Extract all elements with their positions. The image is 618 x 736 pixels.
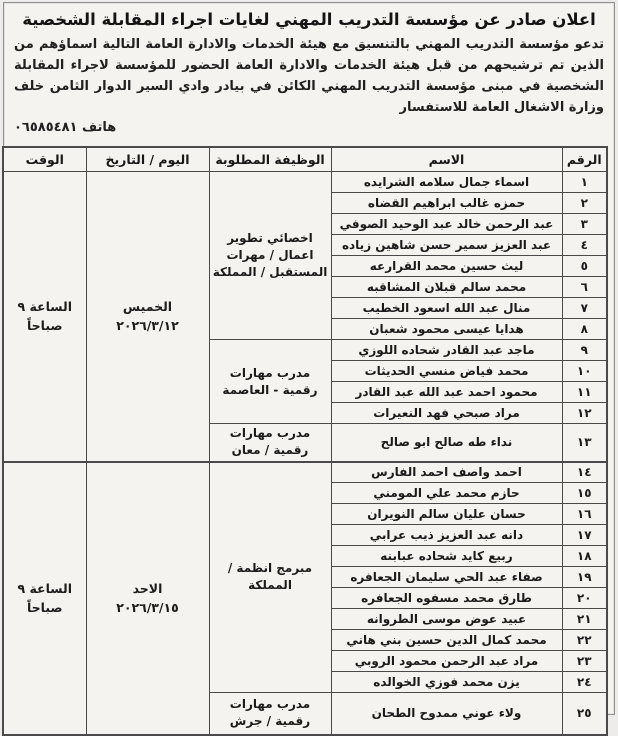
session2-date-cell: الاحد ٢٠٢٦/٣/١٥ xyxy=(85,460,210,735)
candidate-name: صفاء عبد الحي سليمان الجعافره xyxy=(330,566,563,588)
job-cell-digital-skills-jerash: مدرب مهارات رقمية / جرش xyxy=(208,692,332,735)
candidate-name: عبد الرحمن خالد عبد الوحيد الصوفي xyxy=(330,213,563,235)
candidate-name: محمد سالم قبلان المشاقبه xyxy=(330,276,563,298)
candidate-name: اسماء جمال سلامه الشرايده xyxy=(330,171,563,193)
row-number: ١ xyxy=(561,171,608,193)
row-number: ١٧ xyxy=(561,524,608,546)
row-number: ٢١ xyxy=(561,608,608,630)
candidate-name: محمود احمد عبد الله عبد القادر xyxy=(330,381,563,403)
job-cell-business-development: اخصائي تطوير اعمال / مهرات المستقبل / ال… xyxy=(208,171,332,340)
table-row: ١٩ صفاء عبد الحي سليمان الجعافره xyxy=(3,566,608,588)
candidate-name: ماجد عبد القادر شحاده اللوزي xyxy=(330,339,563,361)
table-row: ١ اسماء جمال سلامه الشرايده اخصائي تطوير… xyxy=(2,171,608,462)
candidate-name: عبيد عوض موسى الطروانه xyxy=(330,608,563,630)
announcement-body-text: تدعو مؤسسة التدريب المهني بالتنسيق مع هي… xyxy=(14,37,604,115)
col-header-time: الوقت xyxy=(2,146,87,172)
candidate-name: دانه عبد العزيز ذيب عرابي xyxy=(330,524,563,546)
table-row: ١٥ حازم محمد علي المومني xyxy=(3,482,608,504)
row-number: ١٥ xyxy=(561,482,608,504)
table-row: ٦ محمد سالم قبلان المشاقبه xyxy=(3,276,608,298)
table-row: ٣ عبد الرحمن خالد عبد الوحيد الصوفي xyxy=(3,213,608,235)
candidate-name: ولاء عوني ممدوح الطحان xyxy=(330,692,563,735)
row-number: ٩ xyxy=(561,339,608,361)
table-row: ٥ ليث حسين محمد القرارعه xyxy=(3,255,608,277)
session1-date-cell: الخميس ٢٠٢٦/٣/١٢ xyxy=(85,171,210,462)
job-cell-digital-skills-maan: مدرب مهارات رقمية / معان xyxy=(208,423,332,462)
row-number: ١٣ xyxy=(561,423,608,462)
session2-day: الاحد xyxy=(132,581,163,596)
row-number: ٨ xyxy=(561,318,608,340)
session1-day: الخميس xyxy=(122,299,173,315)
row-number: ٤ xyxy=(561,234,608,256)
candidate-name: منال عبد الله اسعود الخطيب xyxy=(330,297,563,319)
row-number: ١١ xyxy=(561,381,608,403)
candidate-name: ليث حسين محمد القرارعه xyxy=(330,255,563,277)
row-number: ١٩ xyxy=(561,566,608,588)
row-number: ٢ xyxy=(561,192,608,214)
table-row: ١٣ نداء طه صالح ابو صالح مدرب مهارات رقم… xyxy=(3,423,608,462)
row-number: ٥ xyxy=(561,255,608,277)
row-number: ١٦ xyxy=(561,503,608,525)
table-row: ٧ منال عبد الله اسعود الخطيب xyxy=(3,297,608,319)
col-header-date: اليوم / التاريخ xyxy=(85,146,210,172)
candidate-name: حمزه غالب ابراهيم القضاه xyxy=(330,192,563,214)
session1-time-cell: الساعة ٩ صباحاً xyxy=(2,171,87,462)
table-row: ١١ محمود احمد عبد الله عبد القادر xyxy=(3,381,608,403)
phone-number-line: هاتف ٠٦٥٨٥٤٨١ xyxy=(14,120,117,135)
table-row: ٢١ عبيد عوض موسى الطروانه xyxy=(3,608,608,630)
row-number: ٣ xyxy=(561,213,608,235)
col-header-job: الوظيفة المطلوبة xyxy=(208,146,332,172)
row-number: ١٢ xyxy=(561,402,608,424)
candidate-name: محمد كمال الدين حسين بني هاني xyxy=(330,629,563,651)
row-number: ٢٣ xyxy=(561,650,608,672)
row-number: ٧ xyxy=(561,297,608,319)
table-row: ١٦ حسان عليان سالم النويران xyxy=(3,503,608,525)
job-cell-systems-programmer: مبرمج انظمة / المملكة xyxy=(208,460,332,693)
table-row: ١٤ احمد واصف احمد الفارس مبرمج انظمة / ا… xyxy=(2,460,608,735)
row-number: ٢٠ xyxy=(561,587,608,609)
candidate-name: حازم محمد علي المومني xyxy=(330,482,563,504)
table-row: ٢٤ يزن محمد فوزي الخوالده xyxy=(3,671,608,693)
interview-schedule-table: الرقم الاسم الوظيفة المطلوبة اليوم / الت… xyxy=(2,146,608,736)
candidate-name: مراد صبحي فهد النعيرات xyxy=(330,402,563,424)
candidate-name: محمد فياض منسي الحديثات xyxy=(330,360,563,382)
col-header-name: الاسم xyxy=(330,146,563,172)
candidate-name: يزن محمد فوزي الخوالده xyxy=(330,671,563,693)
row-number: ٢٥ xyxy=(561,692,608,735)
candidate-name: حسان عليان سالم النويران xyxy=(330,503,563,525)
session1-date: ٢٠٢٦/٣/١٢ xyxy=(116,318,179,334)
row-number: ٦ xyxy=(561,276,608,298)
table-header-row: الرقم الاسم الوظيفة المطلوبة اليوم / الت… xyxy=(2,146,608,172)
session2-time-cell: الساعة ٩ صباحاً xyxy=(2,460,87,735)
row-number: ١٨ xyxy=(561,545,608,567)
candidate-name: هدايا عيسى محمود شعبان xyxy=(330,318,563,340)
candidate-name: عبد العزيز سمير حسن شاهين زياده xyxy=(330,234,563,256)
row-number: ٢٤ xyxy=(561,671,608,693)
candidate-name: طارق محمد مسفوه الجعافره xyxy=(330,587,563,609)
candidate-name: ربيع كايد شحاده عبابنه xyxy=(330,545,563,567)
col-header-number: الرقم xyxy=(561,146,608,172)
session2-date: ٢٠٢٦/٣/١٥ xyxy=(116,600,179,615)
table-row: ١٢ مراد صبحي فهد النعيرات xyxy=(3,402,608,424)
row-number: ٢٢ xyxy=(561,629,608,651)
candidate-name: مراد عبد الرحمن محمود الروبي xyxy=(330,650,563,672)
row-number: ١٤ xyxy=(561,460,608,483)
candidate-name: احمد واصف احمد الفارس xyxy=(330,460,563,483)
announcement-title: اعلان صادر عن مؤسسة التدريب المهني لغايا… xyxy=(22,10,596,29)
job-cell-digital-skills-amman: مدرب مهارات رقمية - العاصمة xyxy=(208,339,332,424)
row-number: ١٠ xyxy=(561,360,608,382)
table-row: ٢٠ طارق محمد مسفوه الجعافره xyxy=(3,587,608,609)
candidate-name: نداء طه صالح ابو صالح xyxy=(330,423,563,462)
